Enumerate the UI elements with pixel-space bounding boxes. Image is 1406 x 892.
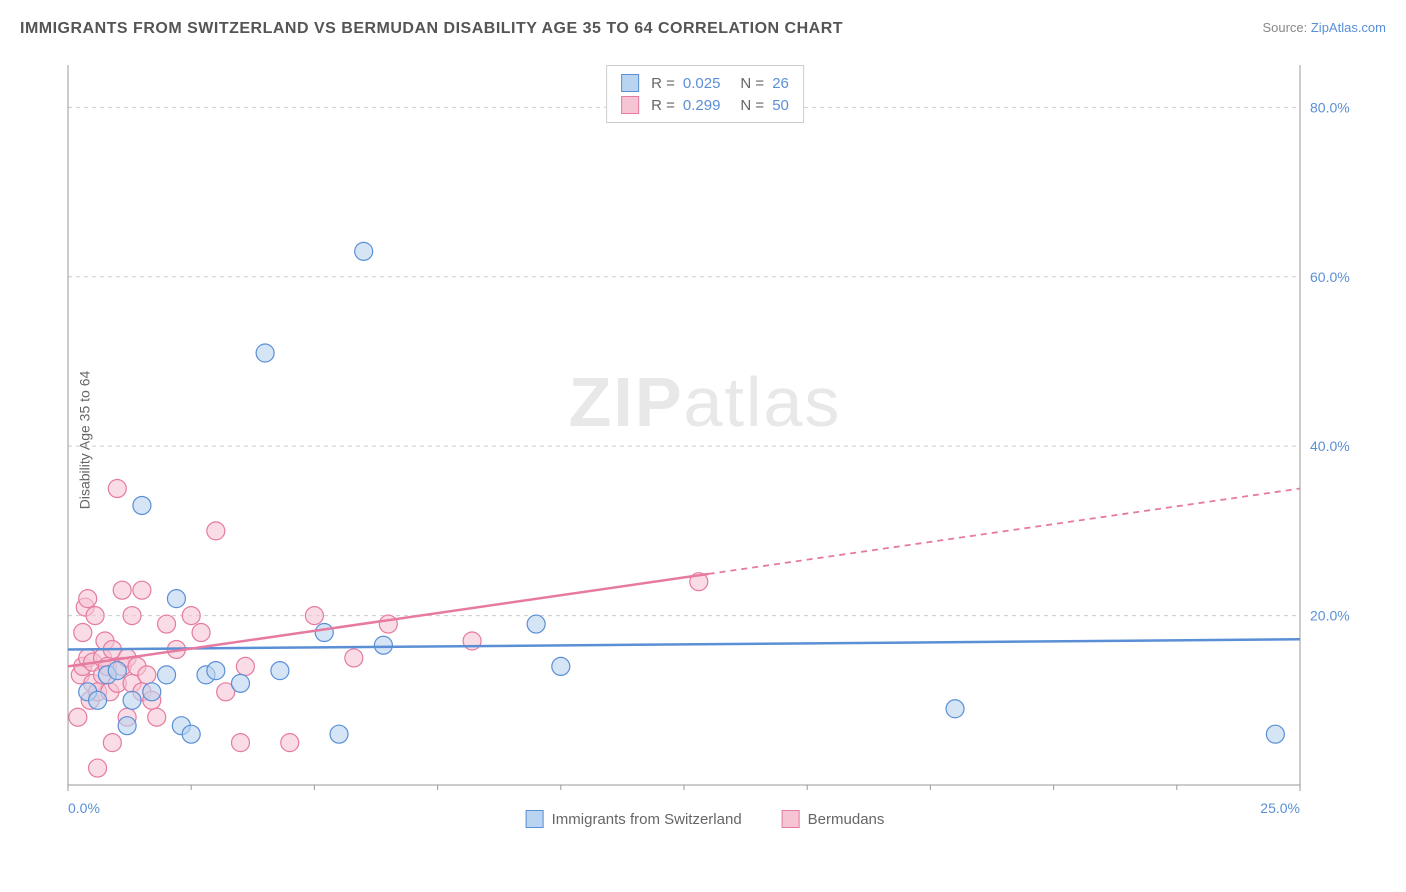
svg-text:20.0%: 20.0%	[1310, 608, 1350, 624]
scatter-plot: 20.0% 40.0% 60.0% 80.0% 0.0% 25.0%	[50, 60, 1360, 820]
svg-text:80.0%: 80.0%	[1310, 99, 1350, 115]
r-label: R =	[651, 97, 675, 114]
legend-item-swiss: Immigrants from Switzerland	[526, 810, 742, 828]
r-label: R =	[651, 75, 675, 92]
n-label: N =	[740, 75, 764, 92]
series-label-bermudans: Bermudans	[808, 811, 885, 828]
series-label-swiss: Immigrants from Switzerland	[552, 811, 742, 828]
svg-text:25.0%: 25.0%	[1260, 800, 1300, 816]
source-prefix: Source:	[1262, 20, 1310, 35]
legend-row-swiss: R = 0.025 N = 26	[621, 72, 789, 94]
legend-correlation: R = 0.025 N = 26 R = 0.299 N = 50	[606, 65, 804, 123]
chart-title: IMMIGRANTS FROM SWITZERLAND VS BERMUDAN …	[20, 20, 843, 38]
swatch-bermudans-bottom	[782, 810, 800, 828]
legend-series: Immigrants from Switzerland Bermudans	[526, 810, 885, 828]
r-value-swiss: 0.025	[683, 75, 721, 92]
n-value-bermudans: 50	[772, 97, 789, 114]
svg-text:60.0%: 60.0%	[1310, 269, 1350, 285]
svg-text:0.0%: 0.0%	[68, 800, 100, 816]
chart-area: Disability Age 35 to 64 ZIPatlas R = 0.0…	[50, 60, 1360, 820]
source-attribution: Source: ZipAtlas.com	[1262, 20, 1386, 35]
r-value-bermudans: 0.299	[683, 97, 721, 114]
n-value-swiss: 26	[772, 75, 789, 92]
legend-row-bermudans: R = 0.299 N = 50	[621, 94, 789, 116]
source-name: ZipAtlas.com	[1311, 20, 1386, 35]
svg-text:40.0%: 40.0%	[1310, 438, 1350, 454]
n-label: N =	[740, 97, 764, 114]
legend-item-bermudans: Bermudans	[782, 810, 885, 828]
swatch-swiss-bottom	[526, 810, 544, 828]
swatch-bermudans	[621, 96, 639, 114]
swatch-swiss	[621, 74, 639, 92]
